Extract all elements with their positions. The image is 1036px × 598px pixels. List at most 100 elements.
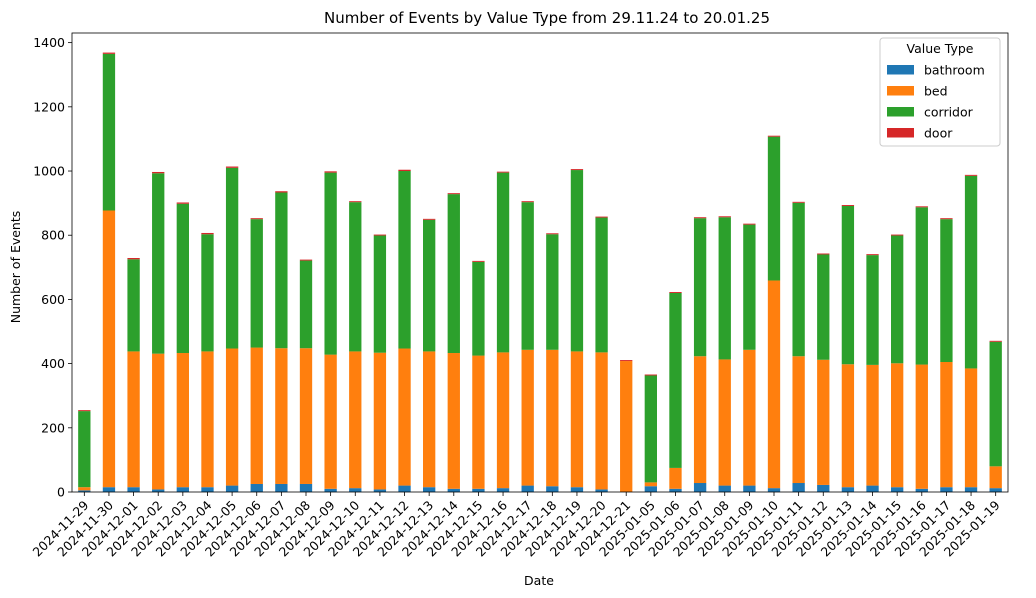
bar-bathroom-2024-12-07 <box>275 483 288 492</box>
bar-door-2025-01-05 <box>644 374 657 376</box>
bar-corridor-2025-01-09 <box>743 224 756 350</box>
bar-corridor-2024-12-19 <box>570 170 584 352</box>
legend: Value Type bathroom bed corridor door <box>879 37 1001 147</box>
bar-bed-2024-12-07 <box>275 348 288 484</box>
bar-door-2024-12-10 <box>349 201 362 203</box>
bar-bed-2024-12-11 <box>373 352 387 490</box>
bar-corridor-2024-12-14 <box>447 194 460 354</box>
bar-bed-2024-12-15 <box>472 355 485 489</box>
bar-bathroom-2025-01-07 <box>693 483 707 492</box>
bar-corridor-2024-12-13 <box>423 219 436 352</box>
y-tick-label: 1200 <box>33 99 65 114</box>
bar-bed-2025-01-14 <box>866 364 879 486</box>
bar-corridor-2024-12-20 <box>595 217 608 353</box>
bar-corridor-2025-01-07 <box>693 218 707 357</box>
bar-bed-2024-12-19 <box>570 351 584 488</box>
bar-corridor-2024-11-29 <box>78 411 91 488</box>
bar-bed-2024-12-09 <box>324 354 337 489</box>
bar-bathroom-2025-01-16 <box>915 488 928 492</box>
bar-bed-2025-01-17 <box>940 362 953 488</box>
bar-bathroom-2024-12-10 <box>349 488 362 492</box>
bar-bed-2024-12-12 <box>398 348 411 486</box>
bar-corridor-2024-11-30 <box>102 53 116 211</box>
bar-corridor-2024-12-06 <box>250 219 263 348</box>
bar-door-2025-01-12 <box>817 253 830 255</box>
bar-door-2025-01-18 <box>964 174 978 176</box>
bar-bed-2024-12-08 <box>299 348 313 484</box>
bar-corridor-2024-12-10 <box>349 202 362 352</box>
chart-title: Number of Events by Value Type from 29.1… <box>324 9 770 27</box>
bar-door-2024-12-08 <box>299 259 313 261</box>
bar-door-2024-12-09 <box>324 171 337 173</box>
bar-bed-2025-01-05 <box>644 482 657 487</box>
bar-bed-2024-11-29 <box>78 487 91 491</box>
bar-bathroom-2024-12-09 <box>324 488 337 492</box>
bar-door-2024-11-29 <box>78 410 91 412</box>
bar-bed-2024-12-20 <box>595 352 608 490</box>
bar-door-2025-01-16 <box>915 206 928 208</box>
bar-bathroom-2024-12-06 <box>250 483 263 492</box>
bar-bathroom-2024-12-18 <box>546 486 559 492</box>
bar-door-2025-01-06 <box>669 292 682 293</box>
bar-corridor-2024-12-18 <box>546 234 559 350</box>
bar-door-2024-12-01 <box>127 258 140 260</box>
bar-bed-2025-01-10 <box>767 280 781 489</box>
bar-bathroom-2024-11-30 <box>102 487 116 492</box>
bar-bed-2025-01-08 <box>718 359 731 486</box>
bar-bathroom-2025-01-08 <box>718 485 731 492</box>
bar-corridor-2024-12-12 <box>398 171 411 349</box>
bar-bed-2024-12-04 <box>201 351 214 488</box>
bar-bed-2024-12-17 <box>521 349 534 486</box>
bar-bathroom-2024-12-17 <box>521 485 534 492</box>
x-axis: 2024-11-292024-11-302024-12-012024-12-02… <box>29 492 1003 559</box>
bar-bed-2025-01-12 <box>817 359 830 485</box>
bar-door-2024-12-12 <box>398 169 411 172</box>
plot-frame <box>71 32 1009 493</box>
bar-corridor-2024-12-04 <box>201 234 214 352</box>
y-axis: 0 200 400 600 800 1000 1200 1400 <box>33 35 72 500</box>
bar-bathroom-2025-01-12 <box>817 484 830 492</box>
legend-title: Value Type <box>906 41 973 56</box>
bar-bathroom-2025-01-10 <box>767 488 781 492</box>
bar-door-2025-01-09 <box>743 223 756 225</box>
bar-bed-2025-01-16 <box>915 364 928 489</box>
bar-bed-2025-01-15 <box>891 363 904 488</box>
bar-corridor-2024-12-17 <box>521 202 534 350</box>
bar-corridor-2025-01-14 <box>866 255 879 365</box>
y-axis-label: Number of Events <box>8 211 23 324</box>
bar-corridor-2025-01-15 <box>891 235 904 364</box>
bar-bathroom-2025-01-18 <box>964 487 978 492</box>
bar-corridor-2025-01-08 <box>718 217 731 360</box>
bar-door-2024-12-21 <box>620 360 633 362</box>
y-tick-label: 800 <box>41 228 65 243</box>
bar-bathroom-2025-01-11 <box>792 483 805 492</box>
bar-door-2025-01-13 <box>841 205 855 206</box>
bar-bathroom-2024-12-20 <box>595 489 608 492</box>
bar-door-2024-12-17 <box>521 201 534 203</box>
bar-corridor-2025-01-05 <box>644 375 657 483</box>
bar-bed-2024-12-06 <box>250 347 263 484</box>
bar-bed-2024-12-01 <box>127 351 140 488</box>
bar-bed-2025-01-13 <box>841 364 855 488</box>
bar-bathroom-2024-12-05 <box>225 485 239 492</box>
bar-bed-2025-01-09 <box>743 349 756 486</box>
bar-bed-2024-12-02 <box>152 353 165 490</box>
bar-door-2024-12-14 <box>447 193 460 195</box>
bar-door-2025-01-11 <box>792 201 805 203</box>
legend-label-corridor: corridor <box>924 105 974 120</box>
bar-door-2024-12-20 <box>595 216 608 218</box>
bar-bathroom-2024-12-08 <box>299 483 313 492</box>
bar-bed-2024-12-13 <box>423 351 436 488</box>
bar-bed-2025-01-06 <box>669 467 682 489</box>
bar-bathroom-2024-12-15 <box>472 488 485 492</box>
bar-bathroom-2024-12-12 <box>398 485 411 492</box>
bar-corridor-2025-01-13 <box>841 206 855 365</box>
bar-corridor-2024-12-02 <box>152 173 165 354</box>
bar-corridor-2024-12-11 <box>373 235 387 353</box>
bar-corridor-2024-12-08 <box>299 260 313 349</box>
y-tick-label: 600 <box>41 292 65 307</box>
bar-corridor-2024-12-09 <box>324 172 337 355</box>
bar-bed-2024-12-14 <box>447 353 460 489</box>
plot-area <box>71 32 1009 493</box>
